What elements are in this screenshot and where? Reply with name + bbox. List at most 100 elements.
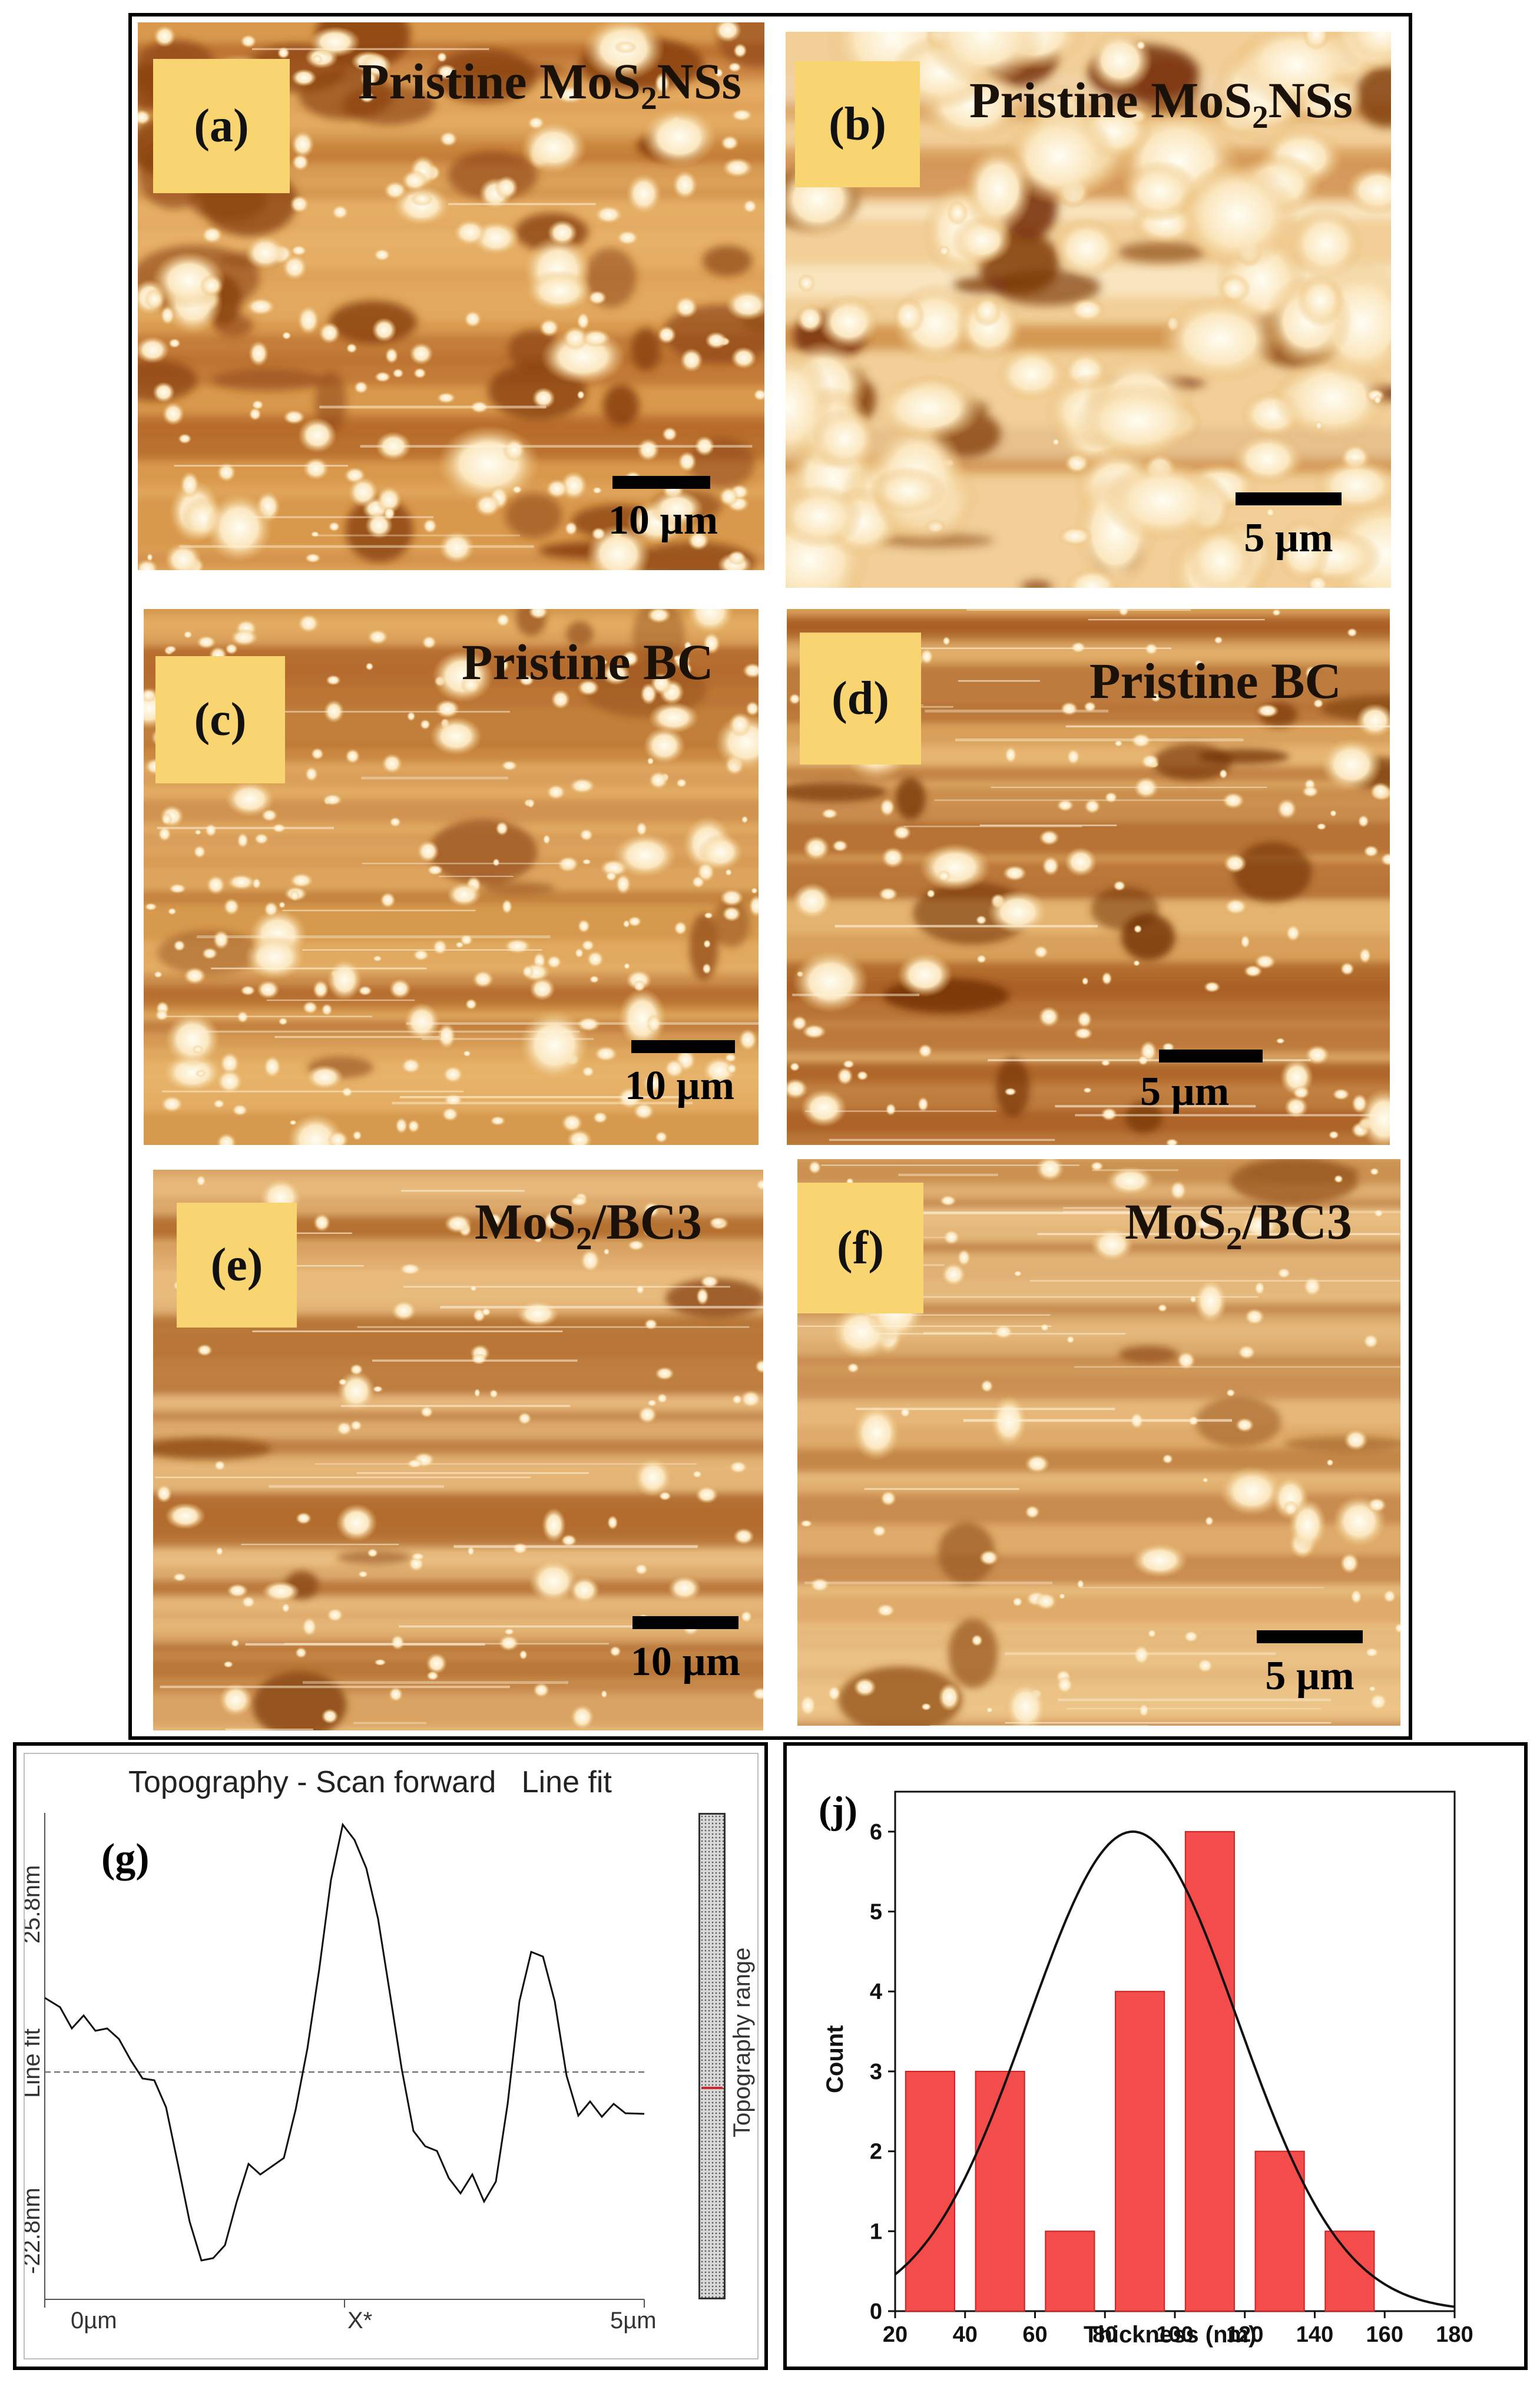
afm-scan-streaks [157, 711, 759, 1105]
profile-title: Topography - Scan forward Line fit [128, 1765, 612, 1799]
profile-y-bottom-label: -22.8nm [24, 2187, 45, 2275]
panel-a-title: Pristine MoS2NSs [358, 52, 741, 117]
panel-b-tag: (b) [795, 61, 920, 187]
panel-b-scalebar-line [1236, 492, 1342, 505]
panel-b-title-post: NSs [1268, 72, 1353, 128]
panel-f-title-sub: 2 [1226, 1220, 1243, 1257]
histogram-x-tick-label: 180 [1436, 2322, 1473, 2347]
afm-scan-streaks [797, 1164, 1400, 1726]
afm-panel-b: (b) Pristine MoS2NSs 5 µm [786, 32, 1391, 588]
histogram-y-tick-label: 6 [870, 1820, 882, 1845]
histogram-gaussian-fit [894, 1830, 1455, 2308]
panel-d-scalebar-label: 5 µm [1140, 1069, 1230, 1114]
panel-c-scalebar-label: 10 µm [624, 1063, 735, 1108]
panel-e-scalebar-label: 10 µm [630, 1639, 741, 1684]
panel-a-scalebar-label: 10 µm [608, 498, 718, 543]
panel-c-tag: (c) [155, 656, 285, 783]
histogram-chart: 20 40 60 80 100 120 140 160 180 0 1 2 3 4 5 6 [870, 1790, 1473, 2347]
histogram-x-tick-label: 100 [1156, 2322, 1193, 2347]
afm-panel-d: (d) Pristine BC 5 µm [787, 609, 1390, 1145]
profile-y-axis-label: Line fit [24, 2028, 45, 2098]
histogram-y-tick-label: 2 [870, 2140, 882, 2164]
panel-f-scalebar: 5 µm [1245, 1630, 1375, 1700]
histogram-x-tick-label: 40 [953, 2322, 978, 2347]
panel-a-scalebar: 10 µm [604, 476, 722, 544]
afm-grains [155, 1174, 763, 1730]
histogram-bar [1184, 1831, 1235, 2312]
afm-scan-streaks [155, 1190, 763, 1730]
afm-scan-streaks [174, 48, 753, 548]
panel-c-title: Pristine BC [462, 633, 714, 691]
panel-e-tag: (e) [177, 1203, 297, 1328]
panel-c-scalebar: 10 µm [615, 1040, 744, 1110]
afm-image-d [787, 609, 1390, 1145]
histogram-y-tick-label: 0 [870, 2299, 882, 2324]
histogram-x-tick-label: 20 [883, 2322, 908, 2347]
panel-d-tag: (d) [800, 633, 921, 764]
panel-a-title-post: NSs [657, 53, 742, 110]
panel-a-title-pre: Pristine MoS [358, 53, 641, 110]
afm-panel-e: (e) MoS2/BC3 10 µm [153, 1170, 763, 1730]
panel-b-title: Pristine MoS2NSs [969, 71, 1353, 135]
panel-b-scalebar-label: 5 µm [1244, 515, 1333, 561]
panel-d-title-pre: Pristine BC [1089, 653, 1342, 709]
panel-e-title-post: /BC3 [592, 1193, 702, 1250]
panel-f-scalebar-label: 5 µm [1265, 1653, 1354, 1699]
panel-a-scalebar-line [612, 476, 710, 489]
histogram-x-tick-label: 80 [1092, 2322, 1117, 2347]
histogram-y-tick-label: 1 [870, 2219, 882, 2244]
panel-d-scalebar-line [1159, 1050, 1263, 1063]
panel-e-title: MoS2/BC3 [475, 1192, 702, 1257]
histogram-x-tick-label: 60 [1022, 2322, 1047, 2347]
panel-f-tag: (f) [797, 1183, 923, 1313]
afm-panel-f: (f) MoS2/BC3 5 µm [797, 1159, 1400, 1726]
histogram-x-tick-label: 120 [1226, 2322, 1263, 2347]
panel-b-title-pre: Pristine MoS [969, 72, 1253, 128]
panel-d-scalebar: 5 µm [1140, 1050, 1281, 1116]
histogram-x-tick-label: 160 [1366, 2322, 1403, 2347]
histogram-tag: (j) [819, 1789, 857, 1832]
histogram-panel: 20 40 60 80 100 120 140 160 180 0 1 2 3 4 5 6 (j) Thick… [795, 1753, 1519, 2362]
histogram-bar [1254, 2150, 1305, 2312]
panel-c-scalebar-line [631, 1040, 735, 1053]
histogram-bar [1115, 1991, 1165, 2312]
panel-f-title-pre: MoS [1125, 1193, 1226, 1250]
histogram-bar [905, 2070, 955, 2312]
histogram-y-tick-label: 3 [870, 2060, 882, 2084]
histogram-bar [1045, 2230, 1095, 2312]
panel-c-title-pre: Pristine BC [462, 634, 714, 690]
profile-plot [44, 1813, 645, 2308]
profile-x-right-label: 5µm [610, 2308, 657, 2334]
panel-b-title-sub: 2 [1252, 99, 1269, 135]
profile-panel: Topography - Scan forward Line fit (g) 2… [24, 1753, 759, 2359]
topography-range-marker [701, 2087, 723, 2089]
histogram-y-axis-label: Count [822, 2025, 848, 2093]
afm-panel-c: (c) Pristine BC 10 µm [144, 609, 759, 1145]
histogram-x-axis-label: Thickness (nm) [1084, 2322, 1257, 2348]
afm-grains [138, 22, 764, 570]
topography-range-label: Topography range [729, 1947, 755, 2138]
profile-tag: (g) [101, 1836, 150, 1881]
panel-e-scalebar-line [632, 1616, 738, 1629]
profile-line [44, 1822, 645, 2262]
histogram-bar [975, 2070, 1025, 2312]
afm-scan-streaks [792, 609, 1390, 1141]
afm-panel-a: (a) Pristine MoS2NSs 10 µm [138, 22, 764, 570]
panel-a-tag: (a) [153, 59, 290, 193]
histogram-bar [1324, 2230, 1375, 2312]
panel-f-title-post: /BC3 [1242, 1193, 1352, 1250]
histogram-y-tick-label: 4 [870, 1980, 882, 2004]
panel-d-title: Pristine BC [1089, 651, 1342, 710]
panel-a-title-sub: 2 [641, 80, 657, 117]
topography-range-bar [698, 1813, 726, 2299]
panel-f-scalebar-line [1257, 1630, 1363, 1643]
panel-e-title-pre: MoS [475, 1193, 576, 1250]
panel-e-title-sub: 2 [576, 1220, 592, 1257]
panel-b-scalebar: 5 µm [1230, 492, 1347, 562]
histogram-y-tick-label: 5 [870, 1900, 882, 1925]
profile-x-mid-label: X* [347, 2308, 373, 2334]
histogram-x-tick-label: 140 [1296, 2322, 1333, 2347]
profile-y-top-label: 25.8nm [24, 1865, 45, 1944]
panel-e-scalebar: 10 µm [621, 1616, 750, 1686]
profile-x-left-label: 0µm [71, 2308, 117, 2334]
